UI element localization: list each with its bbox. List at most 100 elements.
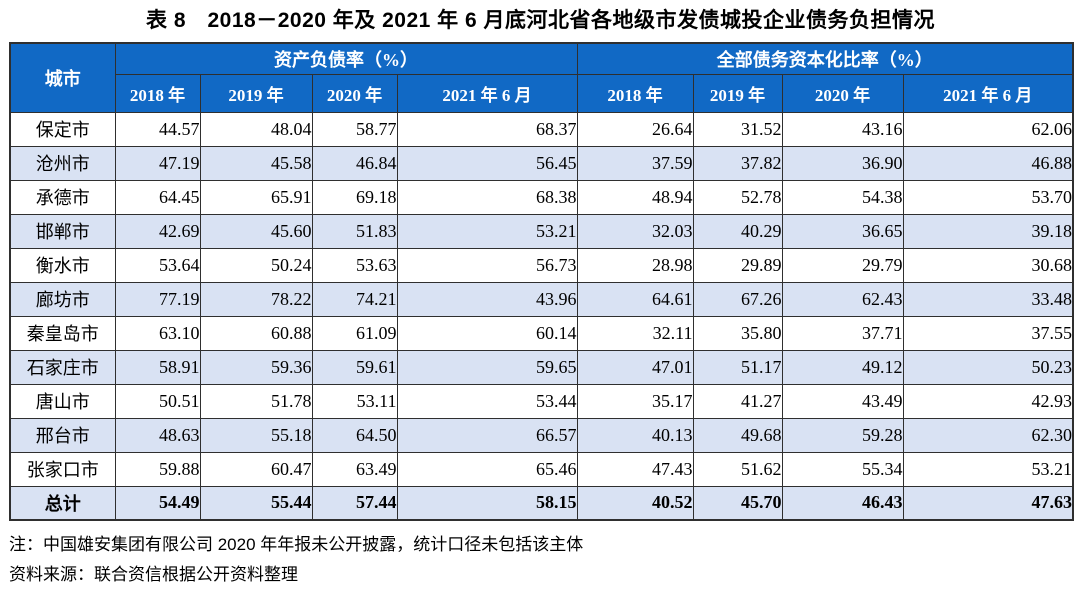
value-cell: 54.38: [781, 179, 904, 215]
value-cell: 58.91: [114, 349, 201, 385]
value-cell: 42.93: [902, 383, 1074, 419]
column-group-total-debt-capitalization-ratio: 全部债务资本化比率（%）: [576, 42, 1074, 75]
city-cell: 张家口市: [9, 451, 116, 487]
value-cell: 49.12: [781, 349, 904, 385]
value-cell: 32.03: [576, 213, 694, 249]
value-cell: 53.44: [396, 383, 578, 419]
table-header: 城市 资产负债率（%） 全部债务资本化比率（%） 2018 年 2019 年 2…: [9, 42, 1074, 113]
debt-burden-table: 城市 资产负债率（%） 全部债务资本化比率（%） 2018 年 2019 年 2…: [9, 42, 1074, 521]
value-cell: 57.44: [311, 485, 398, 521]
value-cell: 53.21: [902, 451, 1074, 487]
value-cell: 64.50: [311, 417, 398, 453]
value-cell: 65.46: [396, 451, 578, 487]
city-cell: 总计: [9, 485, 116, 521]
city-cell: 沧州市: [9, 145, 116, 181]
value-cell: 53.21: [396, 213, 578, 249]
value-cell: 51.83: [311, 213, 398, 249]
value-cell: 50.23: [902, 349, 1074, 385]
value-cell: 36.65: [781, 213, 904, 249]
column-header-tdcr-2021h1: 2021 年 6 月: [902, 73, 1074, 113]
value-cell: 66.57: [396, 417, 578, 453]
table-title: 表 8 2018－2020 年及 2021 年 6 月底河北省各地级市发债城投企…: [145, 9, 935, 32]
value-cell: 47.43: [576, 451, 694, 487]
value-cell: 63.10: [114, 315, 201, 351]
value-cell: 53.70: [902, 179, 1074, 215]
value-cell: 50.51: [114, 383, 201, 419]
value-cell: 56.45: [396, 145, 578, 181]
table-row: 保定市 44.57 48.04 58.77 68.37 26.64 31.52 43.16 62…: [9, 111, 1074, 147]
table-row: 承德市 64.45 65.91 69.18 68.38 48.94 52.78 54.38 53…: [9, 179, 1074, 215]
value-cell: 55.18: [199, 417, 313, 453]
source-text: 资料来源：联合资信根据公开资料整理: [9, 565, 298, 584]
city-cell: 邢台市: [9, 417, 116, 453]
table-row: 廊坊市 77.19 78.22 74.21 43.96 64.61 67.26 62.43 33…: [9, 281, 1074, 317]
note-text: 注：中国雄安集团有限公司 2020 年年报未公开披露，统计口径未包括该主体: [9, 535, 584, 554]
table-row: 唐山市 50.51 51.78 53.11 53.44 35.17 41.27 43.49 42…: [9, 383, 1074, 419]
value-cell: 68.38: [396, 179, 578, 215]
value-cell: 51.78: [199, 383, 313, 419]
table-row: 沧州市 47.19 45.58 46.84 56.45 37.59 37.82 36.90 46…: [9, 145, 1074, 181]
value-cell: 33.48: [902, 281, 1074, 317]
value-cell: 32.11: [576, 315, 694, 351]
value-cell: 59.61: [311, 349, 398, 385]
value-cell: 59.65: [396, 349, 578, 385]
column-header-alr-2021h1: 2021 年 6 月: [396, 73, 578, 113]
table-body: 保定市 44.57 48.04 58.77 68.37 26.64 31.52 43.16 62…: [9, 111, 1074, 521]
value-cell: 45.70: [692, 485, 783, 521]
table-row: 衡水市 53.64 50.24 53.63 56.73 28.98 29.89 29.79 30…: [9, 247, 1074, 283]
value-cell: 39.18: [902, 213, 1074, 249]
value-cell: 47.63: [902, 485, 1074, 521]
value-cell: 46.43: [781, 485, 904, 521]
value-cell: 31.52: [692, 111, 783, 147]
header-year-row: 2018 年 2019 年 2020 年 2021 年 6 月 2018 年 2…: [10, 73, 1074, 113]
city-cell: 承德市: [9, 179, 116, 215]
value-cell: 43.49: [781, 383, 904, 419]
value-cell: 60.14: [396, 315, 578, 351]
value-cell: 69.18: [311, 179, 398, 215]
value-cell: 37.59: [576, 145, 694, 181]
table-row: 石家庄市 58.91 59.36 59.61 59.65 47.01 51.17 49.12 5…: [9, 349, 1074, 385]
value-cell: 43.96: [396, 281, 578, 317]
value-cell: 36.90: [781, 145, 904, 181]
value-cell: 49.68: [692, 417, 783, 453]
value-cell: 40.52: [576, 485, 694, 521]
value-cell: 52.78: [692, 179, 783, 215]
value-cell: 37.82: [692, 145, 783, 181]
value-cell: 30.68: [902, 247, 1074, 283]
column-group-asset-liability-ratio: 资产负债率（%）: [114, 42, 578, 75]
value-cell: 45.60: [199, 213, 313, 249]
value-cell: 44.57: [114, 111, 201, 147]
total-row: 总计 54.49 55.44 57.44 58.15 40.52 45.70 46.43 47.…: [9, 485, 1074, 521]
value-cell: 53.11: [311, 383, 398, 419]
value-cell: 48.94: [576, 179, 694, 215]
value-cell: 78.22: [199, 281, 313, 317]
value-cell: 62.43: [781, 281, 904, 317]
column-header-tdcr-2018: 2018 年: [576, 73, 694, 113]
column-header-city: 城市: [9, 42, 116, 113]
city-cell: 邯郸市: [9, 213, 116, 249]
value-cell: 77.19: [114, 281, 201, 317]
column-header-tdcr-2020: 2020 年: [781, 73, 904, 113]
value-cell: 59.88: [114, 451, 201, 487]
value-cell: 59.36: [199, 349, 313, 385]
value-cell: 56.73: [396, 247, 578, 283]
value-cell: 62.06: [902, 111, 1074, 147]
value-cell: 45.58: [199, 145, 313, 181]
value-cell: 60.88: [199, 315, 313, 351]
column-header-alr-2018: 2018 年: [114, 73, 201, 113]
value-cell: 55.34: [781, 451, 904, 487]
value-cell: 64.45: [114, 179, 201, 215]
value-cell: 26.64: [576, 111, 694, 147]
table-row: 张家口市 59.88 60.47 63.49 65.46 47.43 51.62 55.34 5…: [9, 451, 1074, 487]
value-cell: 53.64: [114, 247, 201, 283]
city-cell: 廊坊市: [9, 281, 116, 317]
value-cell: 48.63: [114, 417, 201, 453]
value-cell: 74.21: [311, 281, 398, 317]
city-cell: 石家庄市: [9, 349, 116, 385]
value-cell: 63.49: [311, 451, 398, 487]
value-cell: 60.47: [199, 451, 313, 487]
value-cell: 62.30: [902, 417, 1074, 453]
value-cell: 51.17: [692, 349, 783, 385]
value-cell: 35.17: [576, 383, 694, 419]
